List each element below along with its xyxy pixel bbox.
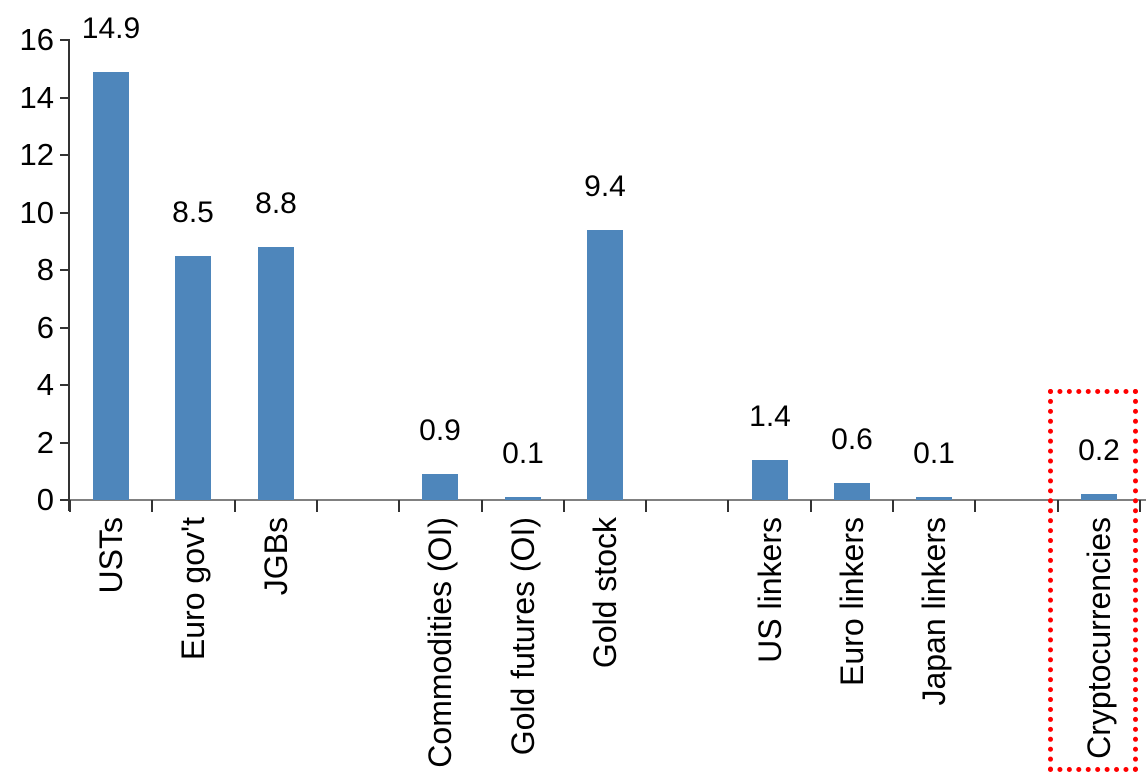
y-axis-tick [60,499,70,501]
y-axis-tick-label: 0 [36,482,54,517]
bar-value-label: 0.1 [502,437,544,470]
x-axis-tick [892,500,895,512]
category-label: JGBs [258,517,294,596]
y-axis-tick-label: 10 [19,194,54,230]
category-label: US linkers [752,517,788,663]
bar [505,497,541,500]
y-axis-tick [60,269,70,271]
y-axis-tick-label: 4 [36,367,54,402]
bar-value-label: 9.4 [584,170,626,203]
y-axis-tick-label: 6 [36,309,54,345]
bar [1081,494,1117,500]
x-axis-tick [1139,500,1141,512]
x-axis-tick [398,500,401,512]
y-axis-tick [60,441,70,444]
y-axis-tick [60,211,70,214]
highlight-box [1048,389,1138,772]
category-label: Euro gov't [175,517,211,661]
bar-value-label: 0.9 [419,414,461,447]
y-axis-tick-label: 2 [36,424,54,460]
x-axis-tick [315,500,318,512]
y-axis-tick-label: 16 [19,22,54,57]
bar [258,247,294,500]
x-axis-tick [974,500,977,512]
category-label: Gold futures (OI) [505,517,541,756]
bar [175,256,211,500]
y-axis-tick [60,96,70,99]
x-axis-tick [69,500,71,512]
x-axis-tick [480,500,483,512]
bar [834,483,870,500]
bar [587,230,623,500]
category-label: USTs [93,517,129,594]
bar-value-label: 8.8 [255,187,297,220]
y-axis-tick [60,384,70,386]
bar-value-label: 14.9 [81,12,141,45]
y-axis-tick-label: 8 [36,252,54,287]
x-axis-tick [151,500,154,512]
bar-value-label: 0.1 [913,437,955,470]
x-axis-tick [727,500,730,512]
y-axis-tick [60,154,70,156]
x-axis-tick [1056,500,1059,512]
x-axis [68,499,1146,501]
y-axis-tick [60,326,70,329]
bar-value-label: 1.4 [749,400,791,433]
y-axis-tick-label: 14 [19,79,54,115]
y-axis-tick-label: 12 [19,137,54,172]
bar-value-label: 0.6 [831,423,873,456]
category-label: Gold stock [587,517,623,669]
category-label: Commodities (OI) [422,517,458,768]
category-label: Euro linkers [834,517,870,686]
bar [916,497,952,500]
x-axis-tick [809,500,812,512]
bar [93,72,129,500]
bar [752,460,788,500]
category-label: Japan linkers [916,517,952,706]
y-axis [68,40,70,511]
bar [422,474,458,500]
x-axis-tick [562,500,565,512]
bar-value-label: 8.5 [172,196,214,229]
x-axis-tick [645,500,648,512]
bar-value-label: 0.2 [1078,434,1120,467]
y-axis-tick [60,39,70,41]
x-axis-tick [233,500,236,512]
